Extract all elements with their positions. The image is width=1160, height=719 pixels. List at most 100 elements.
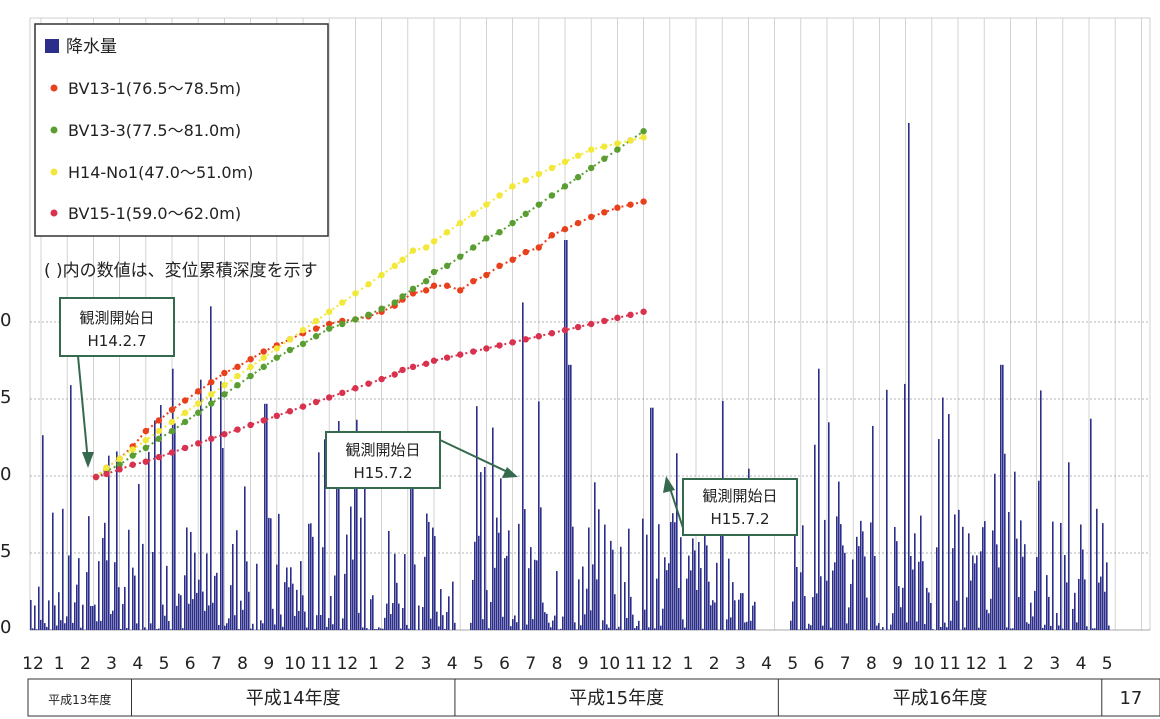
precip-bar xyxy=(922,561,924,630)
series-point xyxy=(168,427,176,435)
x-month-label: 3 xyxy=(421,654,432,674)
series-point xyxy=(208,378,215,386)
x-month-label: 2 xyxy=(394,654,405,674)
series-point xyxy=(168,406,176,413)
precip-bar xyxy=(602,620,604,630)
series-point xyxy=(142,444,149,452)
precip-bar xyxy=(1062,628,1064,630)
series-point xyxy=(181,397,189,404)
precip-bar xyxy=(972,555,974,630)
precip-bar xyxy=(708,581,710,630)
precip-bar xyxy=(384,617,386,630)
precip-bar xyxy=(1018,596,1020,630)
precip-bar xyxy=(1074,592,1076,630)
precip-bar xyxy=(170,629,172,630)
series-point xyxy=(627,137,634,144)
precip-bar xyxy=(60,620,62,630)
series-point xyxy=(588,146,595,153)
annotation-2-line2: H15.7.2 xyxy=(354,464,413,482)
precip-bar xyxy=(112,610,114,630)
precip-bar xyxy=(80,627,82,630)
precip-bar xyxy=(286,567,288,630)
precip-bar xyxy=(74,602,76,630)
legend-label-precip: 降水量 xyxy=(66,37,117,57)
precip-bar xyxy=(312,536,314,630)
series-point xyxy=(430,282,438,289)
precip-bar xyxy=(704,523,706,630)
precip-bar xyxy=(418,605,420,630)
series-point xyxy=(614,314,621,322)
precip-bar xyxy=(360,517,362,630)
precip-bar xyxy=(864,556,866,630)
series-point xyxy=(365,281,372,288)
precip-bar xyxy=(834,562,836,630)
series-point xyxy=(195,440,202,447)
precip-bar xyxy=(1052,521,1054,630)
precip-bar xyxy=(992,530,994,630)
precip-bar xyxy=(306,627,308,630)
precip-bar xyxy=(400,628,402,630)
precip-bar xyxy=(624,581,626,630)
precip-bar xyxy=(186,527,188,630)
precip-bar xyxy=(550,627,552,630)
precip-bar xyxy=(42,435,44,630)
series-point xyxy=(496,192,503,199)
precip-bar xyxy=(680,537,682,630)
legend-box xyxy=(34,23,329,237)
precip-bar xyxy=(732,582,734,630)
precip-bar xyxy=(526,624,528,630)
precip-bar xyxy=(850,583,852,630)
precip-bar xyxy=(712,600,714,630)
series-point xyxy=(181,409,189,416)
precip-bar xyxy=(926,587,928,630)
legend-marker-h14-no1 xyxy=(50,168,58,176)
precip-bar xyxy=(66,616,68,630)
legend-marker-precip xyxy=(45,39,59,53)
series-point xyxy=(548,329,556,337)
precip-bar xyxy=(150,623,152,630)
precip-bar xyxy=(56,625,58,630)
precip-bar xyxy=(118,587,120,630)
precip-bar xyxy=(1086,626,1088,630)
precip-bar xyxy=(190,532,192,630)
x-month-label: 5 xyxy=(473,654,484,674)
annotation-3-arrowhead xyxy=(663,476,675,493)
precip-bar xyxy=(976,555,978,630)
annotation-2-arrow xyxy=(439,439,513,475)
precip-bar xyxy=(878,623,880,630)
precip-bar xyxy=(540,507,542,630)
precip-bar xyxy=(82,604,84,630)
x-month-label: 11 xyxy=(625,654,647,674)
series-point xyxy=(378,271,385,279)
precip-bar xyxy=(454,622,456,630)
precip-bar xyxy=(524,509,526,630)
precip-bar xyxy=(870,522,872,630)
precip-bar xyxy=(388,530,390,630)
precip-bar xyxy=(262,623,264,630)
series-point xyxy=(457,219,464,227)
series-point xyxy=(339,389,346,397)
series-point xyxy=(312,325,320,332)
annotation-3-box xyxy=(682,478,798,536)
precip-bar xyxy=(916,621,918,630)
precip-bar xyxy=(818,368,820,630)
precip-bar xyxy=(582,566,584,630)
precip-bar xyxy=(278,513,280,630)
precip-bar xyxy=(338,421,340,630)
precip-bar xyxy=(674,522,676,630)
precip-bar xyxy=(702,628,704,630)
series-point xyxy=(260,348,267,355)
x-month-label: 4 xyxy=(132,654,143,674)
precip-bar xyxy=(382,628,384,630)
precip-bar xyxy=(664,557,666,630)
precip-bar xyxy=(876,625,878,630)
precip-bar xyxy=(182,628,184,630)
precip-bar xyxy=(1102,523,1104,630)
precip-bar xyxy=(902,587,904,630)
precip-bar xyxy=(918,561,920,630)
precip-bar xyxy=(706,545,708,630)
precip-bar xyxy=(1006,627,1008,630)
precip-bar xyxy=(324,439,326,630)
series-point xyxy=(155,427,163,435)
precip-bar xyxy=(498,532,500,630)
